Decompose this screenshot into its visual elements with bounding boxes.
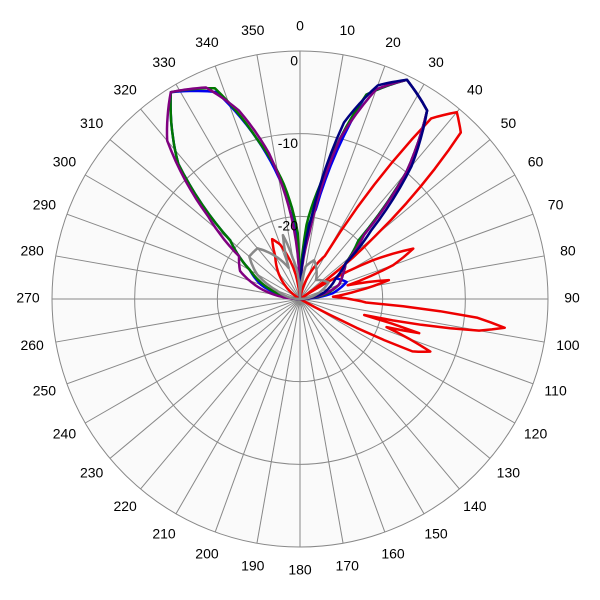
angle-tick-label: 140 [463,498,487,514]
angle-tick-label: 350 [241,22,265,38]
angle-tick-label: 250 [33,383,57,399]
angle-spoke [84,298,301,424]
angle-spoke [84,174,301,300]
angle-tick-label: 260 [20,337,44,353]
angle-tick-label: 290 [33,197,57,213]
angle-spoke [214,298,301,533]
angle-tick-label: 20 [385,34,401,50]
angle-spoke [175,83,301,300]
series-layer [165,78,506,354]
angle-spoke [299,255,545,300]
angle-tick-label: 220 [113,498,137,514]
angle-spoke [299,298,545,343]
angle-tick-label: 230 [80,465,104,481]
angle-spoke [299,298,534,385]
angle-spoke [256,298,301,544]
series-trace [298,78,429,301]
angle-tick-label: 270 [16,290,40,306]
angle-tick-label: 300 [53,154,77,170]
angle-tick-label: 90 [564,290,580,306]
angle-tick-label: 210 [152,525,176,541]
series-trace [270,110,506,354]
angle-tick-label: 70 [548,197,564,213]
angle-spoke [299,83,425,300]
angle-tick-label: 200 [195,545,219,561]
angle-spoke [109,139,301,300]
radial-tick-label: 0 [290,52,298,68]
angle-spoke [299,139,491,300]
angle-tick-label: 130 [497,465,521,481]
angle-spoke [55,298,301,343]
angle-spoke [140,298,301,490]
angle-spoke [109,298,301,459]
angle-tick-label: 160 [381,545,405,561]
angle-tick-label: 120 [524,426,548,442]
radial-tick-label: -10 [278,135,298,151]
angle-tick-label: 280 [20,242,44,258]
angle-tick-label: 60 [528,154,544,170]
angle-tick-label: 190 [241,558,265,574]
angle-tick-label: 50 [501,115,517,131]
angle-spoke [66,298,301,385]
angle-tick-label: 170 [336,558,360,574]
angle-tick-label: 80 [560,242,576,258]
angle-spoke [299,298,516,424]
angle-tick-label: 150 [424,525,448,541]
angle-tick-label: 330 [152,54,176,70]
angle-spoke [299,298,491,459]
angle-tick-label: 180 [288,562,312,578]
angle-spoke [299,108,460,300]
radial-tick-label: -20 [278,218,298,234]
angle-tick-label: 10 [339,22,355,38]
angle-spoke [299,298,425,515]
angle-tick-label: 340 [195,34,219,50]
angle-tick-label: 320 [113,81,137,97]
angle-tick-label: 30 [428,54,444,70]
series-trace [248,233,330,301]
angle-tick-label: 40 [467,81,483,97]
angle-tick-label: 110 [544,383,567,399]
angle-tick-label: 0 [296,18,304,34]
angle-spoke [299,298,460,490]
angle-spoke [175,298,301,515]
polar-grid [51,50,549,548]
angle-spoke [299,298,386,533]
angle-spoke [55,255,301,300]
angle-tick-label: 240 [53,426,77,442]
angle-tick-label: 310 [80,115,104,131]
angle-tick-label: 100 [556,337,580,353]
label-layer: 0 10 20 30 40 50 60 70 80 90 100 110 120 130 140 150 160… [16,18,580,578]
angle-spoke [299,298,344,544]
